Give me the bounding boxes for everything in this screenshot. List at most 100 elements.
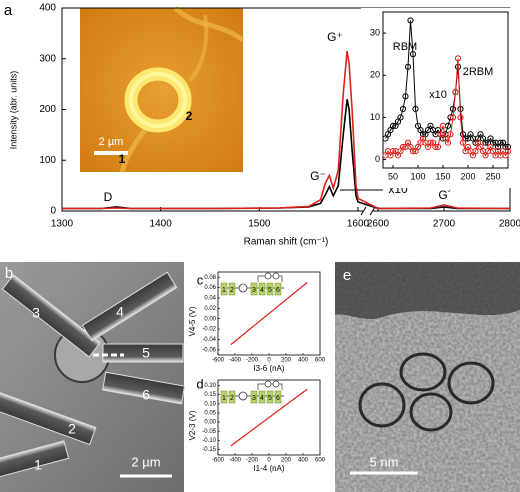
schematic-meter bbox=[272, 272, 280, 280]
schematic-label: 2 bbox=[230, 395, 234, 402]
schematic-label: 6 bbox=[276, 395, 280, 402]
inset-line bbox=[385, 20, 508, 148]
inset-point bbox=[427, 139, 434, 146]
inset-point bbox=[449, 114, 457, 121]
inset-point bbox=[407, 17, 414, 24]
inset-frame bbox=[382, 11, 509, 169]
scale-bar-label: 5 nm bbox=[370, 454, 399, 469]
y-tick-label: 0.04 bbox=[204, 296, 216, 302]
image-label: 1 bbox=[119, 152, 126, 166]
inset-point bbox=[447, 131, 454, 138]
inset-point bbox=[454, 55, 462, 62]
schematic-electrode bbox=[274, 282, 282, 296]
schematic-electrode bbox=[228, 390, 236, 404]
y-tick-label: 0.10 bbox=[204, 401, 216, 407]
panel-label: a bbox=[4, 2, 13, 19]
schematic-label: 6 bbox=[276, 287, 280, 294]
electrode-label: 3 bbox=[32, 305, 40, 321]
y-tick-label: 0 bbox=[375, 154, 380, 164]
y-tick-label: 30 bbox=[370, 27, 380, 37]
y-tick-label: 20 bbox=[370, 70, 380, 80]
y-tick-label: 0.05 bbox=[204, 411, 216, 417]
y-tick-label: 0.08 bbox=[204, 275, 216, 281]
x-tick-label: 600 bbox=[315, 358, 326, 364]
schematic-electrode bbox=[250, 282, 258, 296]
x-tick-label: 1600 bbox=[347, 219, 370, 230]
schematic-electrode bbox=[258, 282, 266, 296]
x-tick-label: -600 bbox=[212, 458, 225, 464]
sem-image: 2 µm 1 2 3 4 5 6 b bbox=[0, 262, 186, 492]
x-tick-label: 200 bbox=[281, 358, 292, 364]
x-tick-label: 2800 bbox=[499, 219, 520, 230]
inset-point bbox=[409, 51, 417, 58]
x-axis-title: Raman shift (cm⁻¹) bbox=[244, 237, 329, 248]
x-tick-label: 200 bbox=[281, 458, 292, 464]
y-axis-title: V4-5 (V) bbox=[188, 306, 197, 336]
schematic-electrode bbox=[258, 390, 266, 404]
y-tick-label: 0.00 bbox=[204, 420, 216, 426]
schematic-label: 2 bbox=[230, 287, 234, 294]
scale-bar-label: 2 µm bbox=[99, 136, 124, 148]
schematic-electrode bbox=[220, 390, 228, 404]
y-axis-title: V2-3 (V) bbox=[188, 410, 197, 440]
annotation: 2RBM bbox=[463, 66, 494, 78]
inset-point bbox=[482, 139, 489, 146]
x-axis-title: I3-6 (nA) bbox=[253, 364, 284, 373]
schematic-electrode bbox=[220, 282, 228, 296]
electrode-label: 1 bbox=[34, 457, 42, 473]
inset-point bbox=[402, 93, 409, 100]
y-tick-label: 0.02 bbox=[204, 306, 216, 312]
x-tick-label: 1300 bbox=[51, 219, 74, 230]
schematic-electrode bbox=[266, 390, 274, 404]
inset-point bbox=[412, 105, 419, 113]
inset-point bbox=[504, 143, 512, 151]
schematic-electrode bbox=[228, 282, 236, 296]
schematic-tube bbox=[238, 391, 248, 401]
annotation: G⁺ bbox=[327, 30, 343, 44]
schematic-label: 5 bbox=[268, 395, 272, 402]
schematic-label: 3 bbox=[252, 287, 256, 294]
x-tick-label: 0 bbox=[267, 358, 271, 364]
image-label: 2 bbox=[186, 109, 193, 123]
schematic-tube bbox=[238, 283, 248, 293]
inset-point bbox=[389, 148, 397, 155]
schematic-label: 3 bbox=[252, 395, 256, 402]
x-tick-label: 1500 bbox=[248, 219, 271, 230]
electrode-label: 6 bbox=[142, 387, 150, 403]
schematic-label: 4 bbox=[260, 287, 264, 294]
x-tick-label: 250 bbox=[485, 171, 500, 181]
electrode-label: 5 bbox=[142, 345, 150, 361]
y-tick-label: 0.20 bbox=[204, 383, 216, 389]
electrode-label: 4 bbox=[116, 304, 124, 320]
panel-label: b bbox=[5, 265, 13, 282]
inset-point bbox=[399, 143, 407, 151]
x-tick-label: -200 bbox=[246, 458, 259, 464]
electrode-label: 2 bbox=[68, 421, 76, 437]
axis-break bbox=[360, 206, 367, 216]
inset-point bbox=[472, 148, 479, 155]
iv-line bbox=[230, 281, 308, 346]
annotation: D bbox=[104, 190, 113, 204]
inset-point bbox=[432, 143, 439, 151]
inset-point bbox=[389, 122, 397, 129]
y-tick-label: 200 bbox=[39, 104, 56, 115]
schematic-label: 1 bbox=[222, 287, 226, 294]
y-tick-label: 100 bbox=[39, 155, 56, 166]
x-tick-label: -400 bbox=[229, 458, 242, 464]
y-tick-label: 0.00 bbox=[204, 316, 216, 322]
x-axis-title: I1-4 (nA) bbox=[253, 464, 284, 473]
x-tick-label: 2600 bbox=[367, 219, 390, 230]
y-tick-label: 10 bbox=[370, 112, 380, 122]
schematic-meter bbox=[264, 380, 272, 388]
x-tick-label: -600 bbox=[212, 358, 225, 364]
y-tick-label: -0.05 bbox=[202, 429, 216, 435]
x-tick-label: 100 bbox=[410, 171, 425, 181]
x-tick-label: 150 bbox=[435, 171, 450, 181]
y-tick-label: 0 bbox=[50, 206, 56, 217]
schematic-electrode bbox=[266, 282, 274, 296]
inset-point bbox=[497, 139, 504, 146]
iv-line bbox=[230, 388, 308, 447]
spectrum-line bbox=[62, 50, 511, 210]
y-tick-label: -0.04 bbox=[202, 337, 216, 343]
annotation: x10 bbox=[429, 89, 447, 101]
